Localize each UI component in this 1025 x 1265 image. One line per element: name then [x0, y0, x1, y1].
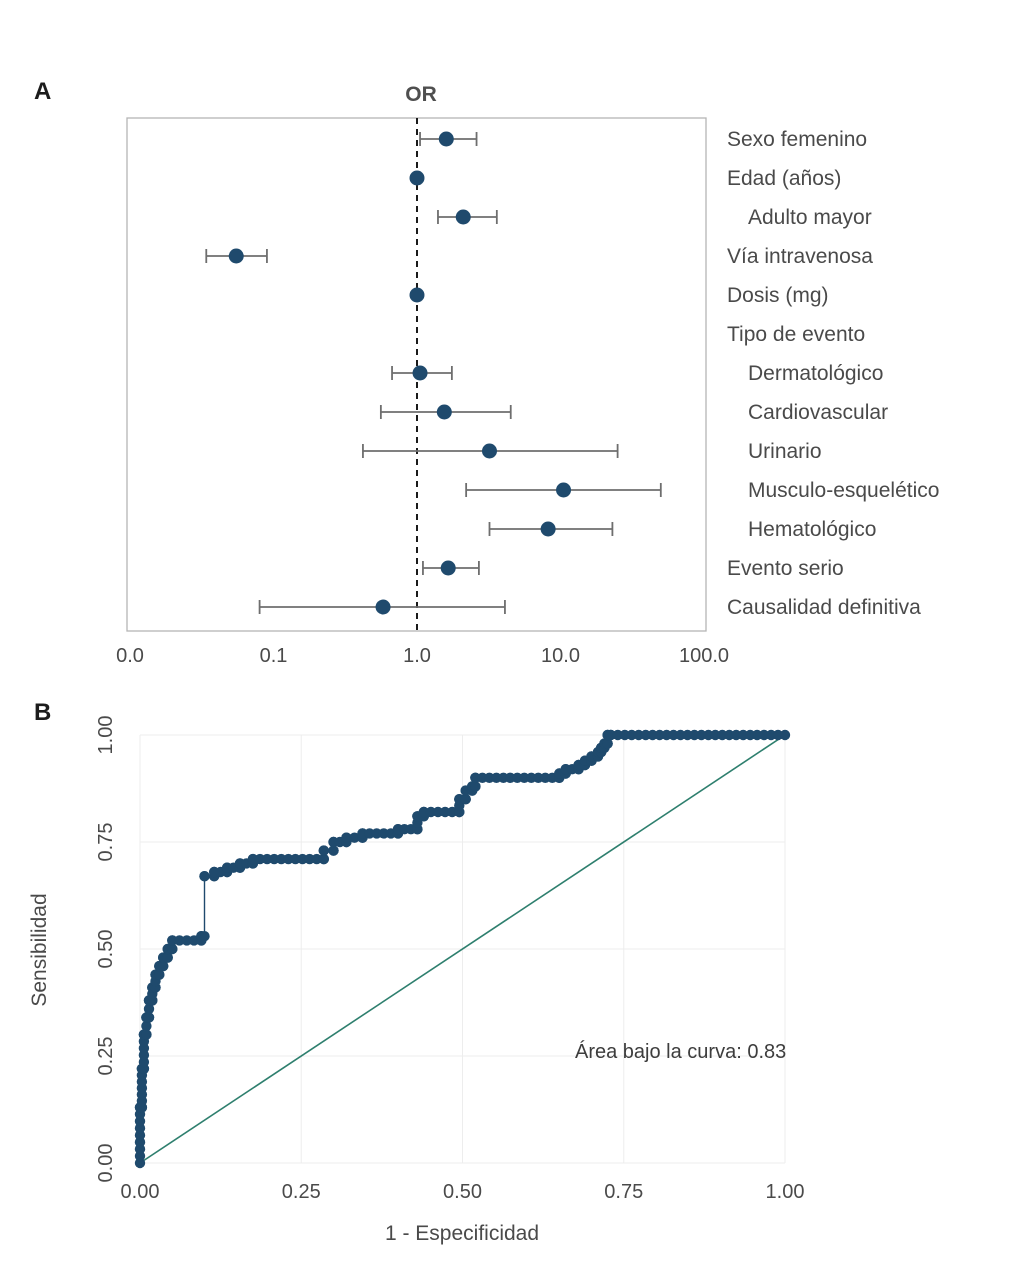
or-point — [556, 482, 572, 498]
roc-point — [349, 832, 360, 843]
or-point — [375, 599, 391, 615]
roc-point — [141, 1020, 152, 1032]
row-label: Dermatológico — [748, 362, 883, 385]
or-point — [438, 131, 454, 147]
x-axis-tick-label: 1.0 — [403, 645, 431, 667]
row-label: Vía intravenosa — [727, 245, 873, 268]
x-axis-tick-label: 0.1 — [260, 645, 288, 667]
roc-point — [318, 845, 329, 856]
x-axis-tick-label: 0.25 — [282, 1181, 321, 1203]
roc-point — [328, 845, 339, 856]
row-label: Tipo de evento — [727, 323, 865, 346]
or-point — [409, 170, 425, 186]
x-axis-tick-label: 0.50 — [443, 1181, 482, 1203]
roc-point — [158, 960, 169, 972]
or-point — [440, 560, 456, 576]
roc-point — [318, 853, 329, 865]
row-label: Cardiovascular — [748, 401, 888, 424]
roc-point — [779, 729, 791, 741]
y-axis-tick-label: 1.00 — [95, 716, 117, 755]
y-axis-tick-label: 0.50 — [95, 930, 117, 969]
or-point — [455, 209, 471, 225]
x-axis-tick-label: 100.0 — [679, 645, 729, 667]
row-label: Evento serio — [727, 557, 844, 580]
forest-plot-title: OR — [405, 83, 437, 106]
auc-annotation: Área bajo la curva: 0.83 — [575, 1040, 786, 1063]
roc-point — [602, 738, 613, 749]
x-axis-tick-label: 0.75 — [604, 1181, 643, 1203]
roc-point — [174, 935, 185, 946]
or-point — [436, 404, 452, 420]
roc-y-axis-title: Sensibilidad — [28, 893, 51, 1006]
panel-b-label: B — [34, 699, 51, 726]
row-label: Dosis (mg) — [727, 284, 829, 307]
roc-point — [199, 871, 210, 882]
roc-point — [167, 943, 178, 955]
y-axis-tick-label: 0.75 — [95, 823, 117, 862]
panel-a-label: A — [34, 78, 51, 105]
forest-plot-content: 0.0 0.1 1.0 10.0 100.0 Sexo femenino Edad (año… — [116, 117, 939, 667]
y-axis-tick-label: 0.00 — [95, 1144, 117, 1183]
row-label: Adulto mayor — [748, 206, 872, 229]
roc-point — [167, 935, 178, 946]
row-label: Musculo-esquelético — [748, 479, 939, 502]
x-axis-tick-label: 1.00 — [766, 1181, 805, 1203]
roc-x-axis-title: 1 - Especificidad — [385, 1222, 539, 1245]
roc-point — [143, 1012, 155, 1023]
or-point — [481, 443, 497, 459]
x-axis-tick-label: 0.00 — [121, 1181, 160, 1203]
roc-point — [341, 832, 352, 843]
roc-point — [154, 969, 165, 980]
reference-diagonal — [139, 734, 786, 1164]
or-point — [540, 521, 556, 537]
row-label: Hematológico — [748, 518, 876, 541]
roc-plot-content: 0.00 0.25 0.50 0.75 1.00 0.00 0.25 0.50 0.75 1.00 — [95, 716, 804, 1203]
y-axis-tick-label: 0.25 — [95, 1037, 117, 1076]
or-point — [412, 365, 428, 381]
roc-point — [141, 1029, 152, 1040]
row-label: Edad (años) — [727, 167, 841, 190]
roc-point — [143, 1003, 155, 1015]
roc-point — [470, 781, 481, 792]
or-point — [409, 287, 425, 303]
x-axis-tick-label: 0.0 — [116, 645, 144, 667]
row-label: Causalidad definitiva — [727, 596, 921, 619]
x-axis-tick-label: 10.0 — [541, 645, 580, 667]
row-label: Urinario — [748, 440, 822, 463]
row-label: Sexo femenino — [727, 128, 867, 151]
forest-plot-panel: A OR 0.0 0.1 1.0 10.0 100.0 Sexo femenino Edad… — [34, 78, 939, 667]
roc-panel: B 0.00 0.25 0.50 0.75 1.00 0.00 0.25 0.50 0.75 1.… — [28, 699, 804, 1245]
roc-point — [460, 794, 471, 805]
or-point — [228, 248, 244, 264]
roc-point — [181, 935, 192, 946]
roc-point — [199, 931, 210, 942]
roc-point — [162, 952, 173, 963]
